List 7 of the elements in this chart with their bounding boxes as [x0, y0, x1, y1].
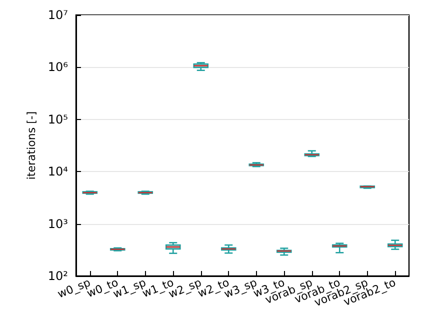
y-tick-label: 10⁶ [48, 60, 68, 74]
y-tick-label: 10⁷ [48, 8, 68, 22]
y-tick-label: 10⁵ [48, 112, 68, 126]
y-tick-label: 10⁴ [48, 164, 68, 179]
y-axis-title: iterations [-] [25, 111, 38, 180]
y-tick-label: 10³ [48, 216, 68, 231]
y-tick-label: 10² [48, 269, 68, 283]
